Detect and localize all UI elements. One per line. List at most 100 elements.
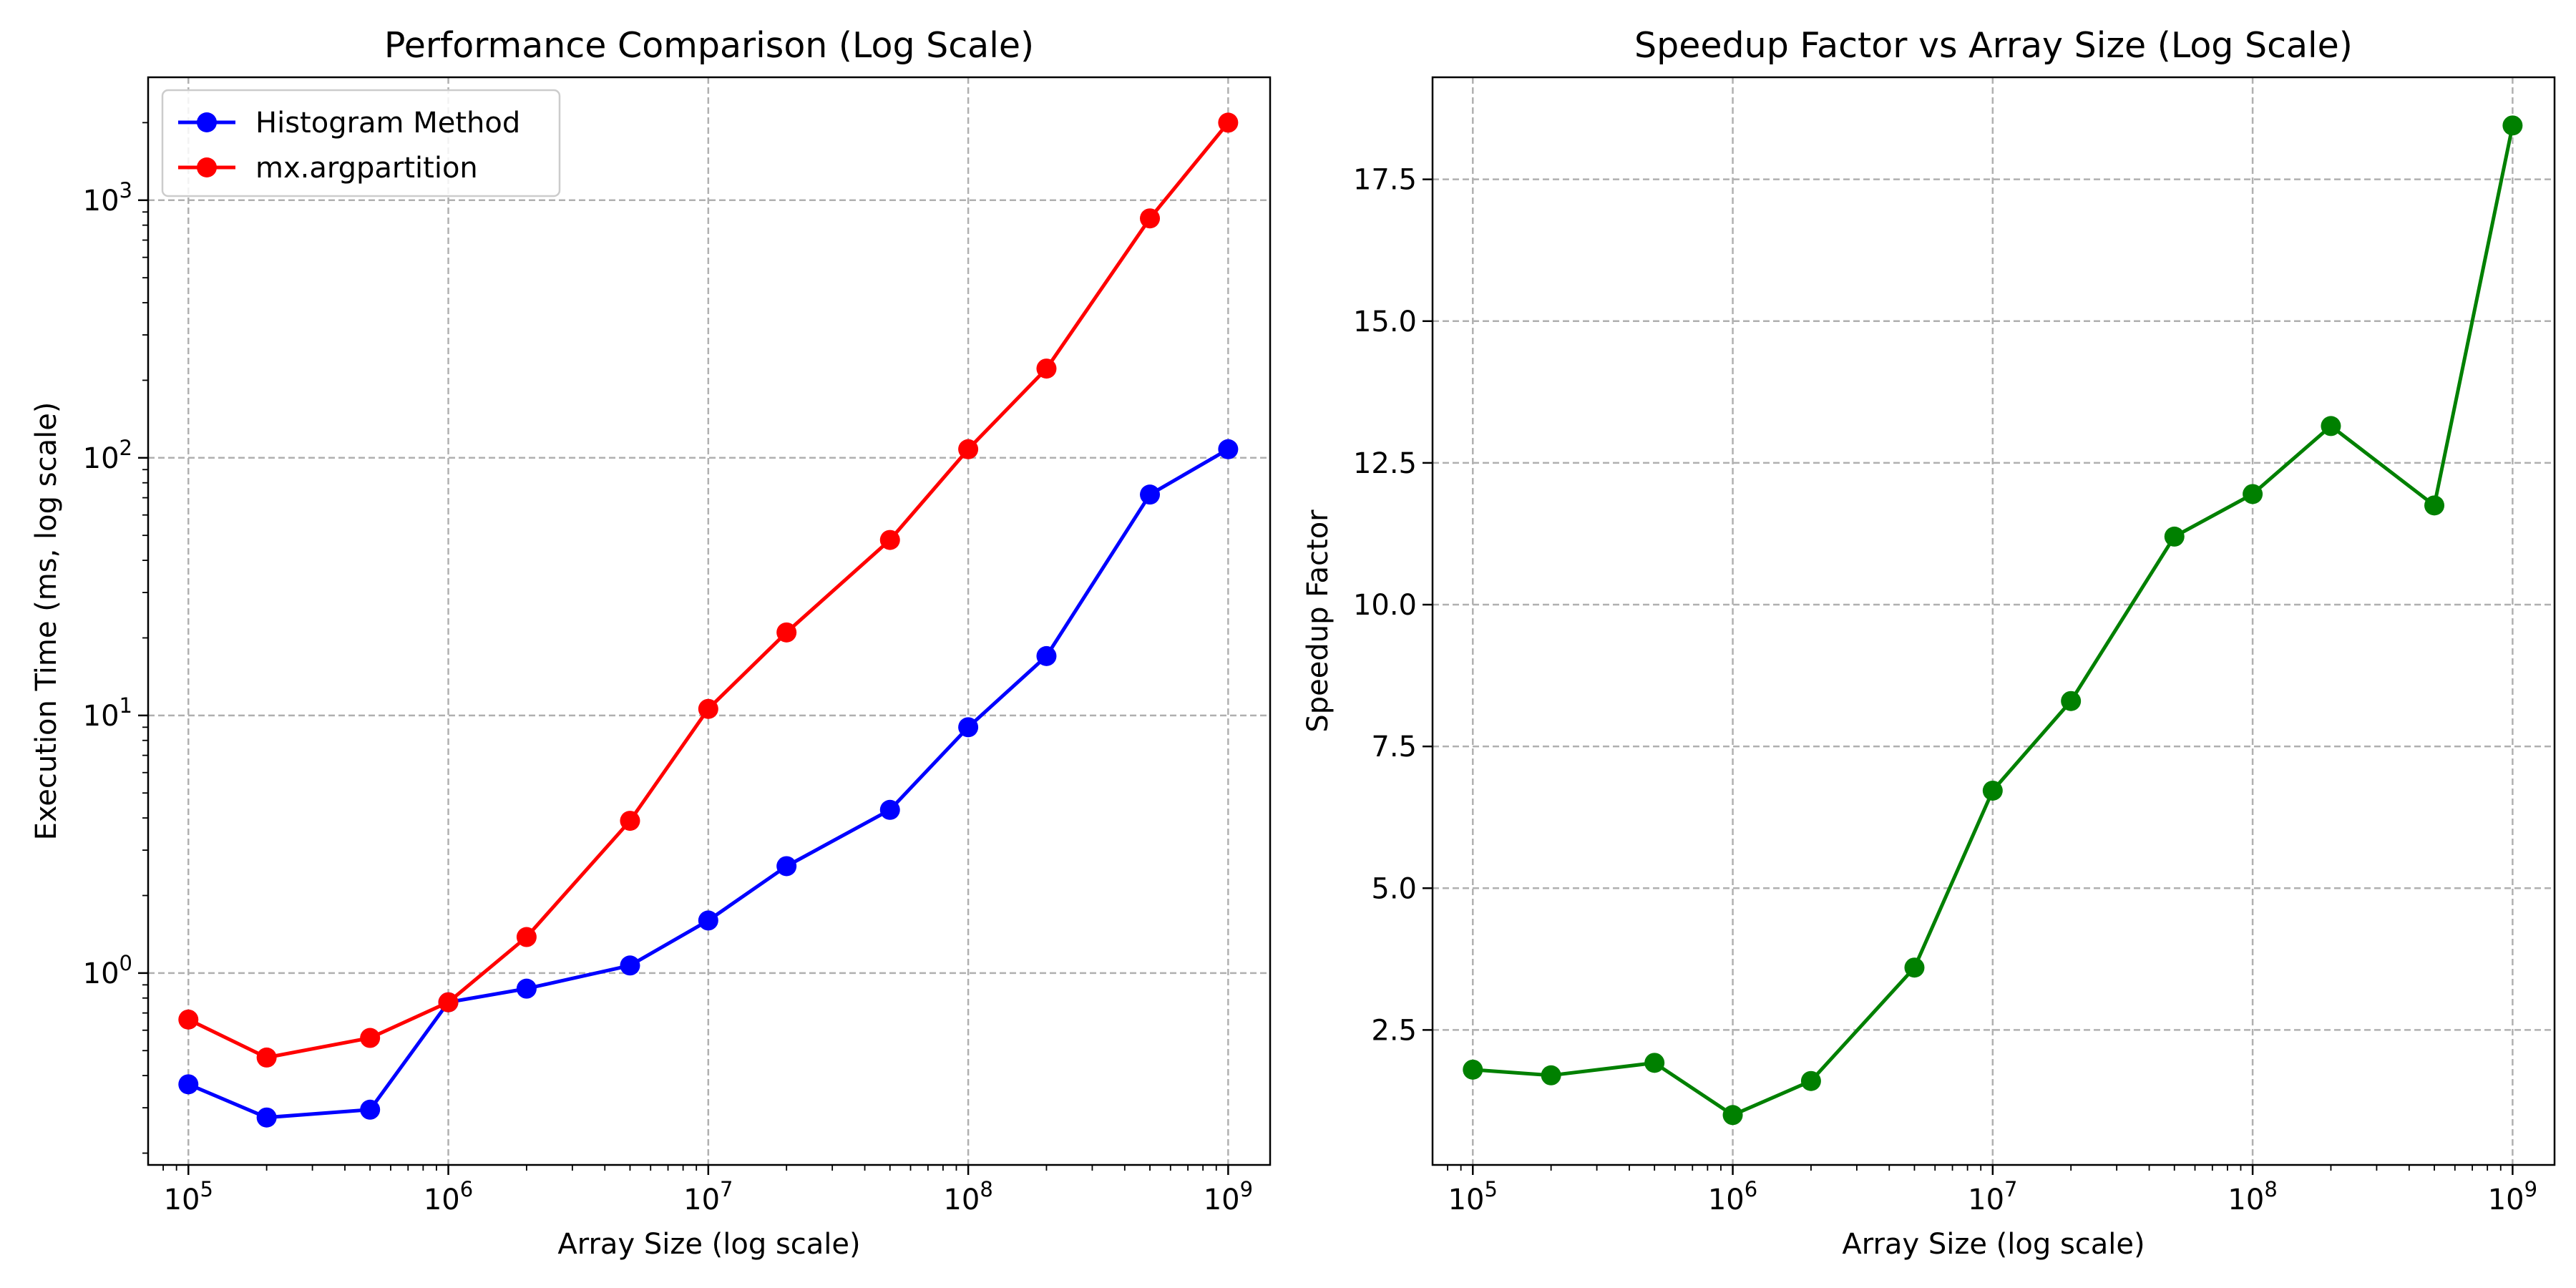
data-point [1036,645,1057,666]
x-tick-label: 107 [683,1177,733,1216]
data-point [2243,484,2263,504]
data-point [360,1028,381,1048]
x-axis-label: Array Size (log scale) [1842,1228,2145,1261]
data-point [958,717,979,738]
data-point [256,1047,277,1068]
data-point [776,856,797,877]
chart-title: Performance Comparison (Log Scale) [384,25,1034,66]
data-point [2164,526,2185,547]
data-point [516,927,537,947]
data-point [698,910,718,931]
y-tick-label-base: 10 [83,185,119,218]
x-tick-label: 105 [164,1177,213,1216]
data-point [178,1074,199,1095]
data-point [620,811,640,831]
y-tick-label: 103 [83,178,132,218]
series-2 [178,112,1239,1068]
x-tick-label: 108 [2228,1177,2277,1216]
data-point [1140,208,1161,229]
x-tick-label-exp: 5 [1484,1177,1497,1201]
x-tick-label-exp: 7 [720,1177,733,1201]
y-tick-label: 17.5 [1353,164,1417,197]
x-tick-label-base: 10 [1448,1184,1485,1216]
y-tick-label-exp: 3 [119,178,132,203]
y-tick-label: 5.0 [1371,872,1417,905]
series-1 [1463,115,2523,1126]
data-point [2502,115,2523,136]
data-point [1541,1065,1561,1085]
y-tick-label: 12.5 [1353,447,1417,480]
y-tick-label-exp: 2 [119,436,132,460]
data-point [1036,358,1057,379]
data-point [1463,1059,1483,1080]
legend-swatch-marker [197,112,217,132]
x-tick-label-exp: 9 [2524,1177,2537,1201]
x-tick-label-base: 10 [2488,1184,2524,1216]
x-tick-label: 105 [1448,1177,1498,1216]
y-tick-label: 15.0 [1353,306,1417,338]
data-point [1904,957,1925,978]
x-tick-label-exp: 9 [1240,1177,1253,1201]
y-tick-label-base: 10 [83,957,119,990]
data-point [2061,691,2082,711]
data-point [360,1099,381,1120]
data-point [2424,495,2445,516]
x-tick-label-exp: 5 [200,1177,213,1201]
x-tick-label: 106 [424,1177,473,1216]
chart-title: Speedup Factor vs Array Size (Log Scale) [1634,25,2353,66]
data-point [1218,439,1239,459]
data-point [620,955,640,976]
x-tick-label-base: 10 [2228,1184,2264,1216]
chart-panel-2: 105 106 107 108 1092.55.07.510.012.515.017.5… [1302,25,2556,1261]
data-point [958,439,979,459]
legend: Histogram Method mx.argpartition [161,89,561,197]
legend-label: Histogram Method [255,107,520,140]
plot-frame [147,76,1272,1166]
y-axis-label: Speedup Factor [1302,509,1335,733]
data-point [516,978,537,999]
data-point [1218,112,1239,133]
plot-frame [1431,76,2556,1166]
x-tick-label: 108 [943,1177,992,1216]
data-point [879,799,900,820]
x-axis-label: Array Size (log scale) [557,1228,860,1261]
data-point [1140,484,1161,505]
y-tick-label-exp: 1 [119,693,132,718]
x-tick-label: 109 [2488,1177,2537,1216]
y-tick-label: 101 [83,693,132,733]
x-tick-label-base: 10 [683,1184,720,1216]
legend-swatch-marker [197,157,217,177]
x-tick-label-base: 10 [1708,1184,1745,1216]
y-tick-label: 7.5 [1371,731,1417,763]
data-point [1800,1070,1821,1091]
data-point [698,698,718,719]
x-tick-label-base: 10 [1204,1184,1240,1216]
y-tick-label-base: 10 [83,442,119,475]
x-tick-label-exp: 6 [460,1177,473,1201]
data-point [1982,780,2003,801]
y-tick-label: 10.0 [1353,589,1417,622]
x-tick-label: 106 [1708,1177,1757,1216]
series-1 [178,439,1239,1128]
y-tick-label: 100 [83,951,132,990]
y-tick-label-exp: 0 [119,951,132,975]
data-point [256,1107,277,1128]
legend-box [161,89,561,197]
x-tick-label-base: 10 [424,1184,460,1216]
data-point [178,1009,199,1030]
x-tick-label-exp: 6 [1745,1177,1757,1201]
data-point [879,530,900,550]
x-tick-label-exp: 7 [2004,1177,2017,1201]
data-point [438,992,459,1013]
y-axis-label: Execution Time (ms, log scale) [30,402,63,841]
x-tick-label-base: 10 [943,1184,980,1216]
x-tick-label: 107 [1968,1177,2017,1216]
y-tick-label: 2.5 [1371,1014,1417,1047]
y-tick-label-base: 10 [83,700,119,733]
legend-label: mx.argpartition [255,152,478,185]
data-point [1644,1053,1665,1073]
x-tick-label-exp: 8 [980,1177,992,1201]
x-tick-label: 109 [1204,1177,1253,1216]
